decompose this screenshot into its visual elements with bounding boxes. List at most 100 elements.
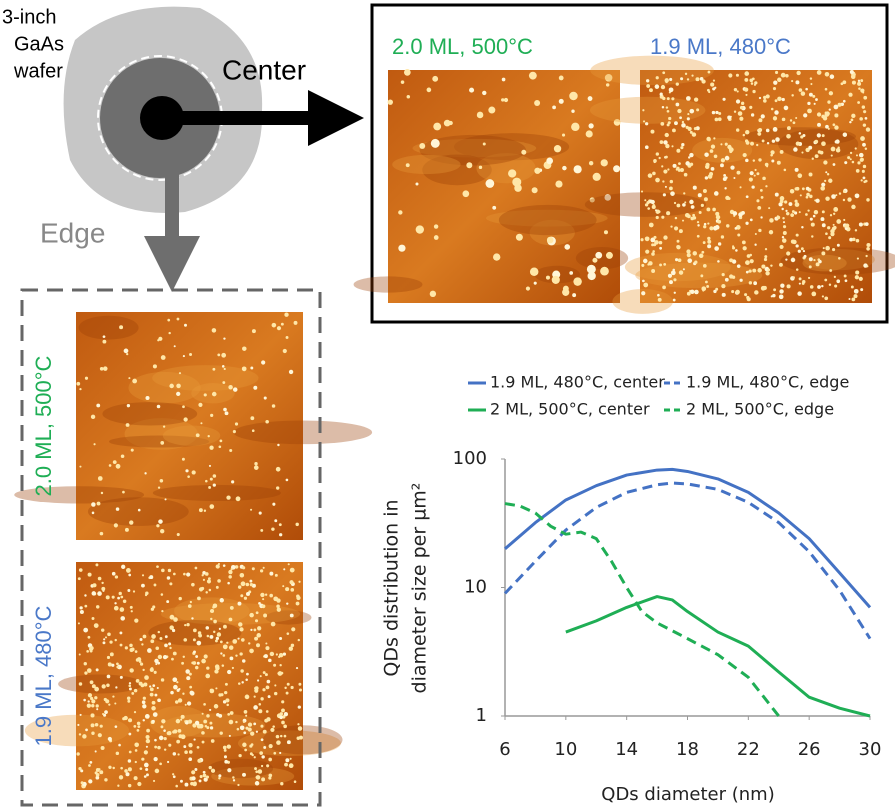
afm-dot bbox=[754, 81, 758, 85]
afm-dot bbox=[122, 490, 125, 494]
afm-dot bbox=[130, 448, 134, 452]
afm-dot bbox=[838, 192, 842, 195]
afm-dot bbox=[176, 317, 180, 321]
afm-dot bbox=[843, 218, 846, 222]
afm-dot bbox=[836, 279, 841, 284]
afm-dot bbox=[182, 692, 185, 695]
afm-dot bbox=[259, 675, 262, 678]
afm-dot bbox=[709, 226, 714, 231]
afm-dot bbox=[129, 668, 134, 673]
afm-dot bbox=[235, 496, 241, 502]
afm-dot bbox=[546, 236, 554, 244]
afm-dot bbox=[745, 130, 750, 135]
afm-dot bbox=[837, 146, 840, 149]
afm-dot bbox=[675, 168, 678, 171]
afm-dot bbox=[209, 688, 213, 691]
afm-dot bbox=[815, 98, 818, 101]
afm-dot bbox=[501, 77, 506, 82]
afm-dot bbox=[196, 661, 200, 665]
afm-dot bbox=[751, 185, 755, 189]
afm-dot bbox=[808, 265, 812, 269]
afm-dot bbox=[779, 196, 785, 201]
afm-dot bbox=[757, 127, 763, 133]
afm-dot bbox=[210, 413, 214, 417]
afm-dot bbox=[697, 224, 700, 227]
afm-dot bbox=[706, 207, 711, 212]
afm-dot bbox=[687, 126, 692, 132]
afm-dot bbox=[206, 714, 210, 718]
afm-dot bbox=[219, 640, 223, 644]
afm-dot bbox=[711, 110, 716, 115]
afm-dot bbox=[689, 199, 694, 205]
afm-dot bbox=[236, 727, 240, 731]
afm-dot bbox=[145, 734, 150, 740]
afm-dot bbox=[229, 711, 234, 715]
afm-dot bbox=[83, 627, 89, 633]
afm-dot bbox=[143, 750, 148, 755]
afm-dot bbox=[194, 768, 198, 772]
afm-dot bbox=[733, 110, 737, 113]
afm-dot bbox=[650, 129, 655, 134]
afm-dot bbox=[854, 147, 857, 150]
afm-dot bbox=[785, 74, 789, 78]
afm-dot bbox=[405, 163, 410, 168]
afm-dot bbox=[794, 167, 799, 172]
afm-dot bbox=[160, 440, 165, 445]
afm-dot bbox=[209, 721, 213, 725]
afm-terrace bbox=[453, 133, 570, 161]
afm-dot bbox=[154, 745, 158, 749]
afm-dot bbox=[706, 136, 711, 142]
afm-dot bbox=[702, 241, 706, 244]
afm-dot bbox=[685, 96, 691, 101]
afm-dot bbox=[667, 212, 670, 215]
afm-dot bbox=[734, 227, 738, 230]
afm-dot bbox=[114, 702, 117, 705]
afm-dot bbox=[834, 140, 838, 144]
afm-dot bbox=[673, 201, 677, 205]
afm-dot bbox=[273, 663, 277, 667]
afm-dot bbox=[103, 638, 106, 641]
afm-dot bbox=[169, 582, 173, 586]
afm-dot bbox=[825, 124, 829, 129]
afm-dot bbox=[657, 297, 662, 302]
afm-dot bbox=[213, 630, 216, 634]
afm-dot bbox=[141, 583, 145, 588]
afm-dot bbox=[669, 186, 673, 191]
afm-dot bbox=[686, 291, 691, 296]
afm-dot bbox=[529, 267, 539, 276]
afm-dot bbox=[666, 123, 670, 127]
afm-dot bbox=[673, 278, 677, 282]
afm-dot bbox=[680, 146, 684, 150]
afm-dot bbox=[833, 207, 839, 212]
afm-dot bbox=[764, 248, 768, 251]
afm-terrace bbox=[422, 154, 492, 186]
afm-dot bbox=[717, 242, 722, 246]
afm-dot bbox=[795, 141, 800, 146]
afm-dot bbox=[214, 664, 220, 669]
afm-dot bbox=[770, 150, 775, 155]
afm-dot bbox=[654, 84, 660, 89]
afm-dot bbox=[253, 722, 257, 726]
afm-dot bbox=[781, 97, 785, 102]
afm-dot bbox=[128, 684, 132, 688]
series-line bbox=[565, 595, 871, 718]
afm-dot bbox=[184, 782, 189, 787]
panel-label: 2.0 ML, 500°C bbox=[392, 34, 533, 59]
afm-dot bbox=[654, 209, 658, 212]
afm-dot bbox=[195, 433, 200, 438]
afm-terrace bbox=[353, 276, 423, 293]
afm-dot bbox=[171, 657, 174, 661]
afm-dot bbox=[677, 108, 682, 114]
afm-terrace bbox=[485, 209, 608, 227]
afm-dot bbox=[720, 158, 726, 163]
afm-dot bbox=[806, 192, 810, 197]
afm-dot bbox=[587, 96, 593, 101]
afm-dot bbox=[185, 669, 190, 674]
afm-dot bbox=[203, 654, 208, 659]
afm-dot bbox=[864, 147, 868, 150]
afm-dot bbox=[782, 230, 787, 235]
afm-dot bbox=[167, 568, 172, 573]
afm-dot bbox=[741, 211, 745, 215]
afm-dot bbox=[793, 147, 798, 152]
afm-dot bbox=[124, 769, 128, 773]
